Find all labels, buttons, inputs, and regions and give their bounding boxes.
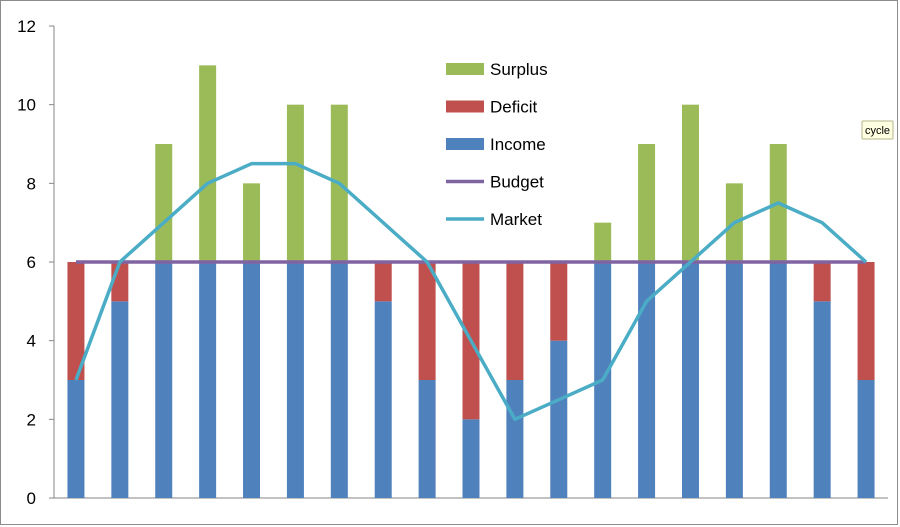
legend-label-deficit: Deficit [490, 98, 538, 117]
bar-income [813, 301, 831, 498]
cycle-tooltip: cycle [861, 120, 894, 140]
cycle-tooltip-box [861, 120, 894, 140]
bar-surplus [638, 144, 656, 262]
bar-deficit [67, 262, 85, 380]
y-axis-ticks: 0 2 4 6 8 10 12 [17, 17, 54, 508]
bar-income [67, 380, 85, 498]
bar-income [462, 419, 480, 498]
bar-deficit [813, 262, 831, 302]
bar-surplus [243, 183, 261, 262]
legend-label-budget: Budget [490, 173, 544, 192]
cycle-tooltip-label: cycle [865, 125, 890, 137]
bar-deficit [550, 262, 568, 341]
bar-surplus [199, 65, 217, 262]
bar-surplus [286, 104, 304, 263]
bar-surplus [681, 104, 699, 263]
y-tick-label: 2 [27, 410, 36, 429]
legend-label-surplus: Surplus [490, 60, 548, 79]
bar-income [769, 262, 787, 498]
bar-income [286, 262, 304, 498]
y-tick-label: 8 [27, 174, 36, 193]
line-market [74, 161, 868, 422]
legend-label-market: Market [490, 210, 542, 229]
legend-swatch-deficit [446, 100, 484, 113]
bar-income [155, 262, 173, 498]
legend-label-income: Income [490, 135, 546, 154]
bar-surplus [155, 144, 173, 262]
bar-income [418, 380, 436, 498]
bar-deficit [418, 262, 436, 380]
bar-surplus [594, 222, 612, 262]
bar-deficit [506, 262, 524, 380]
bar-income [725, 262, 743, 498]
bar-income [374, 301, 392, 498]
bars [67, 65, 875, 498]
bar-income [550, 340, 568, 498]
y-tick-label: 4 [27, 332, 36, 351]
bar-income [199, 262, 217, 498]
lines [74, 161, 868, 422]
bar-deficit [374, 262, 392, 302]
bar-income [857, 380, 875, 498]
legend-swatch-income [446, 138, 484, 150]
bar-income [681, 262, 699, 498]
y-tick-label: 6 [27, 253, 36, 272]
y-tick-label: 0 [27, 489, 36, 508]
bar-income [111, 301, 129, 498]
y-tick-label: 10 [17, 96, 36, 115]
bar-income [243, 262, 261, 498]
legend: Surplus Deficit Income Budget Market [446, 60, 548, 229]
legend-swatch-surplus [446, 63, 484, 75]
bar-income [506, 380, 524, 498]
bar-income [638, 262, 656, 498]
bar-income [330, 262, 348, 498]
bar-deficit [857, 262, 875, 380]
y-tick-label: 12 [17, 17, 36, 36]
